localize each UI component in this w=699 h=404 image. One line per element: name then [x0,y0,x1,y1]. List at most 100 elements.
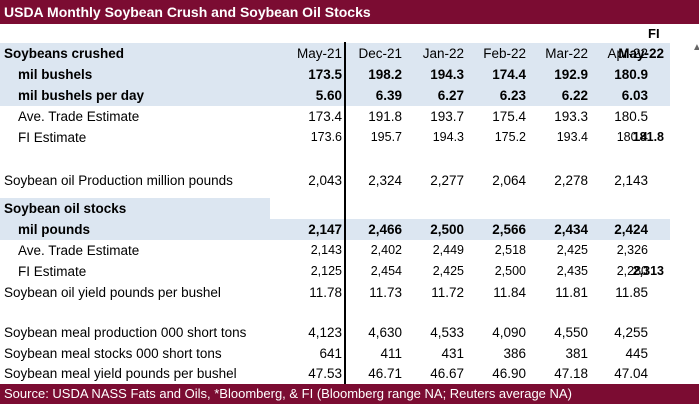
month-header: Mar-22 [545,46,588,61]
cell: 2,434 [554,222,588,237]
table-row: FI Estimate 173.6 195.7 194.3 175.2 193.… [0,127,699,148]
table-row: mil pounds 2,147 2,466 2,500 2,566 2,434… [0,219,699,240]
cell: 2,278 [554,173,588,188]
table-row: Soybean meal production 000 short tons 4… [0,322,699,343]
cell: 6.27 [437,88,464,103]
cell: 4,090 [492,325,526,340]
source-footer: Source: USDA NASS Fats and Oils, *Bloomb… [0,384,699,404]
cell: 180.9 [614,67,648,82]
row-label: Soybean oil Production million pounds [4,173,233,188]
table-row: Ave. Trade Estimate 173.4 191.8 193.7 17… [0,106,699,127]
cell: 46.90 [492,366,526,381]
cell: 2,500 [494,264,526,278]
cell: 381 [565,346,588,361]
row-label: Soybean oil yield pounds per bushel [4,285,221,300]
cell: 46.67 [430,366,464,381]
row-label: mil bushels per day [18,88,145,103]
cell: 173.6 [310,130,342,144]
section-label-crushed: Soybeans crushed [4,46,125,61]
row-label: Ave. Trade Estimate [18,109,140,124]
row-label: FI Estimate [18,130,87,145]
month-header: Dec-21 [358,46,402,61]
row-label: Soybean meal production 000 short tons [4,325,247,340]
row-label: FI Estimate [18,264,87,279]
table-row: mil bushels 173.5 198.2 194.3 174.4 192.… [0,64,699,85]
row-label: Soybean meal yield pounds per bushel [4,366,237,381]
fi-month-header: May-22 [618,46,664,61]
cell: 4,630 [368,325,402,340]
cell: 2,425 [432,264,464,278]
cell: 173.4 [308,109,342,124]
cell: 192.9 [554,67,588,82]
table-row: mil bushels per day 5.60 6.39 6.27 6.23 … [0,85,699,106]
fi-header: FI [648,26,660,41]
fi-estimate-cell: 2,313 [632,264,664,278]
cell: 194.3 [430,67,464,82]
cell: 195.7 [370,130,402,144]
cell: 6.39 [375,88,402,103]
cell: 2,454 [370,264,402,278]
table-row: Ave. Trade Estimate 2,143 2,402 2,449 2,… [0,240,699,261]
section-label-oil-stocks: Soybean oil stocks [4,201,127,216]
cell: 180.4 [616,130,648,144]
table-row: Soybean oil Production million pounds 2,… [0,170,699,191]
cell: 2,324 [368,173,402,188]
cell: 175.4 [492,109,526,124]
cell: 47.53 [308,366,342,381]
page-title: USDA Monthly Soybean Crush and Soybean O… [0,0,699,24]
table-row: Soybean meal stocks 000 short tons 641 4… [0,343,699,364]
cell: 4,123 [308,325,342,340]
cell: 2,424 [614,222,648,237]
table-row: FI Estimate 2,125 2,454 2,425 2,500 2,43… [0,261,699,282]
table-row: Soybean oil yield pounds per bushel 11.7… [0,282,699,303]
cell: 2,466 [368,222,402,237]
cell: 6.23 [499,88,526,103]
cell: 411 [380,346,402,361]
edge-mark: ▲ [692,42,699,53]
cell: 194.3 [432,130,464,144]
cell: 2,425 [556,243,588,257]
cell: 4,255 [614,325,648,340]
cell: 2,402 [370,243,402,257]
row-label: mil pounds [18,222,90,237]
month-header: Jan-22 [422,46,464,61]
cell: 2,147 [308,222,342,237]
cell: 2,043 [308,173,342,188]
cell: 47.18 [554,366,588,381]
cell: 173.5 [308,67,342,82]
cell: 11.78 [309,285,342,300]
cell: 2,500 [430,222,464,237]
cell: 193.7 [430,109,464,124]
month-header: Apr-22 [607,46,648,61]
cell: 191.8 [368,109,402,124]
row-label: Soybean meal stocks 000 short tons [4,346,222,361]
cell: 193.4 [556,130,588,144]
cell: 193.3 [554,109,588,124]
month-header: May-21 [296,46,342,61]
fi-estimate-cell: 181.8 [632,130,664,144]
cell: 386 [503,346,526,361]
cell: 6.03 [621,88,648,103]
cell: 2,518 [494,243,526,257]
month-header: Feb-22 [483,46,526,61]
cell: 641 [319,346,342,361]
row-label: mil bushels [18,67,93,82]
cell: 11.84 [493,285,526,300]
section-header-row: Soybean oil stocks [0,198,699,219]
cell: 11.85 [615,285,648,300]
cell: 2,280 [616,264,648,278]
row-label: Ave. Trade Estimate [18,243,140,258]
cell: 4,550 [554,325,588,340]
header-row: Soybeans crushed May-21 Dec-21 Jan-22 Fe… [0,43,699,64]
cell: 4,533 [430,325,464,340]
cell: 11.73 [369,285,402,300]
cell: 2,449 [432,243,464,257]
cell: 5.60 [315,88,342,103]
cell: 47.04 [614,366,648,381]
cell: 2,435 [556,264,588,278]
cell: 46.71 [368,366,402,381]
cell: 11.72 [431,285,464,300]
cell: 11.81 [555,285,588,300]
cell: 2,277 [430,173,464,188]
cell: 174.4 [492,67,526,82]
